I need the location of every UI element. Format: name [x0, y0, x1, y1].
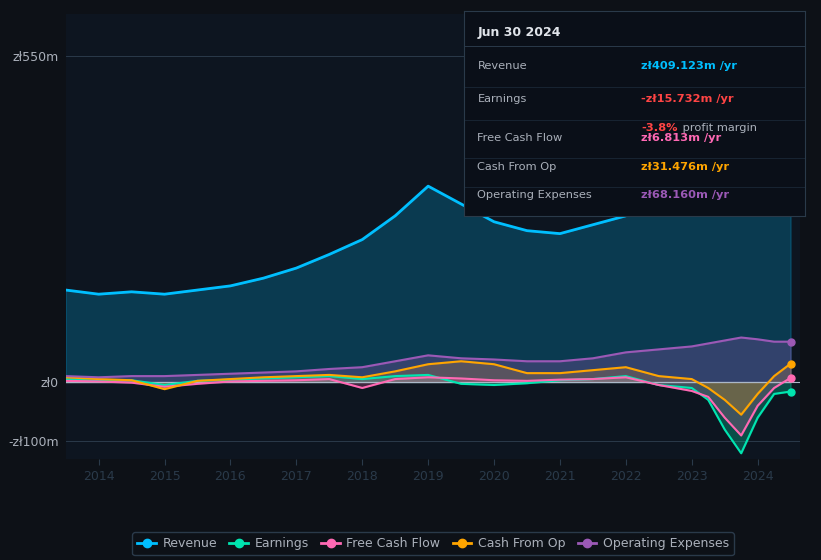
Text: Operating Expenses: Operating Expenses	[478, 190, 592, 200]
Text: -zł15.732m /yr: -zł15.732m /yr	[641, 94, 734, 104]
Text: Earnings: Earnings	[478, 94, 527, 104]
Text: Revenue: Revenue	[478, 62, 527, 71]
Text: zł68.160m /yr: zł68.160m /yr	[641, 190, 729, 200]
Text: Jun 30 2024: Jun 30 2024	[478, 26, 561, 39]
Text: Free Cash Flow: Free Cash Flow	[478, 133, 562, 143]
Text: zł409.123m /yr: zł409.123m /yr	[641, 62, 737, 71]
Text: zł31.476m /yr: zł31.476m /yr	[641, 161, 729, 171]
Text: -3.8%: -3.8%	[641, 123, 677, 133]
Legend: Revenue, Earnings, Free Cash Flow, Cash From Op, Operating Expenses: Revenue, Earnings, Free Cash Flow, Cash …	[132, 533, 734, 556]
Text: profit margin: profit margin	[678, 123, 756, 133]
Text: zł6.813m /yr: zł6.813m /yr	[641, 133, 722, 143]
Text: Cash From Op: Cash From Op	[478, 161, 557, 171]
